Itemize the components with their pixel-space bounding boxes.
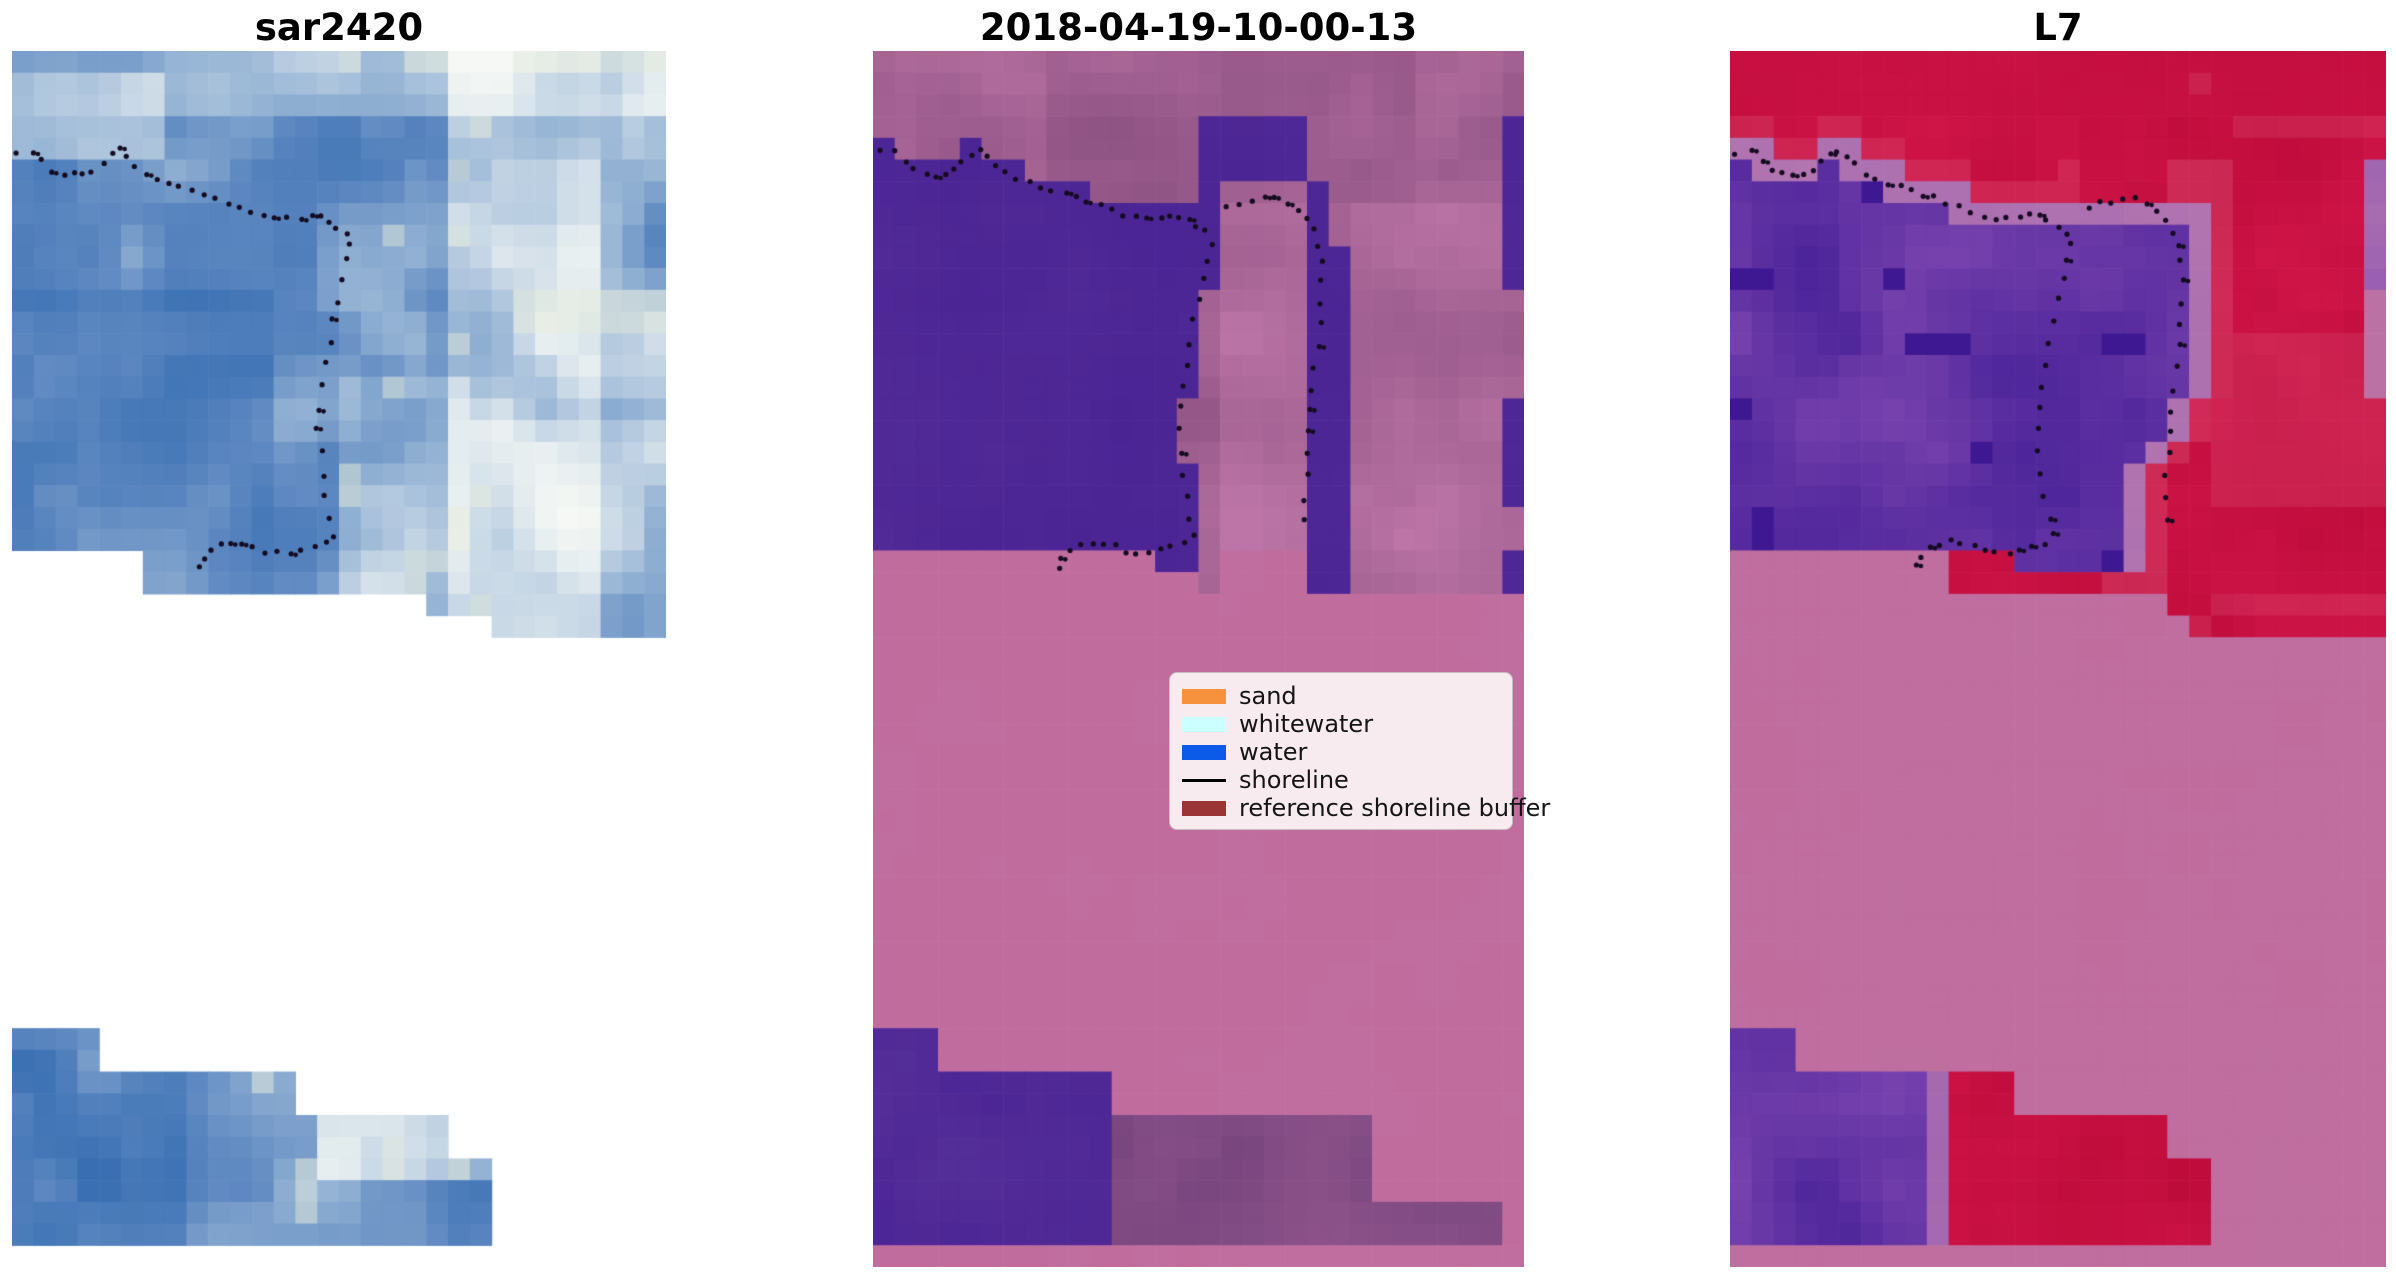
panel-l7 <box>1730 51 2386 1267</box>
legend-item-reference-buffer: reference shoreline buffer <box>1182 794 1550 822</box>
legend-swatch-whitewater <box>1182 716 1226 732</box>
legend-swatch-reference-buffer <box>1182 800 1226 816</box>
legend-item-water: water <box>1182 738 1500 766</box>
classified-image-canvas <box>873 51 1524 1267</box>
legend-label: whitewater <box>1239 710 1374 738</box>
legend-label: reference shoreline buffer <box>1239 794 1551 822</box>
panel-classified: sand whitewater water shoreline referenc… <box>873 51 1550 1267</box>
legend-label: sand <box>1239 682 1297 710</box>
legend-swatch-sand <box>1182 688 1226 704</box>
sar-image-canvas <box>12 51 666 1267</box>
panel-title-l7: L7 <box>2033 6 2083 49</box>
legend: sand whitewater water shoreline referenc… <box>1169 672 1550 830</box>
legend-swatch-water <box>1182 744 1226 760</box>
panel-title-sar2420: sar2420 <box>254 6 424 49</box>
l7-image-canvas <box>1730 51 2386 1267</box>
legend-item-whitewater: whitewater <box>1182 710 1500 738</box>
panel-sar2420 <box>12 51 666 1267</box>
legend-swatch-shoreline <box>1182 778 1226 782</box>
legend-label: water <box>1239 738 1308 766</box>
legend-item-sand: sand <box>1182 682 1500 710</box>
panel-title-date: 2018-04-19-10-00-13 <box>979 6 1418 49</box>
legend-item-shoreline: shoreline <box>1182 766 1500 794</box>
legend-label: shoreline <box>1239 766 1349 794</box>
